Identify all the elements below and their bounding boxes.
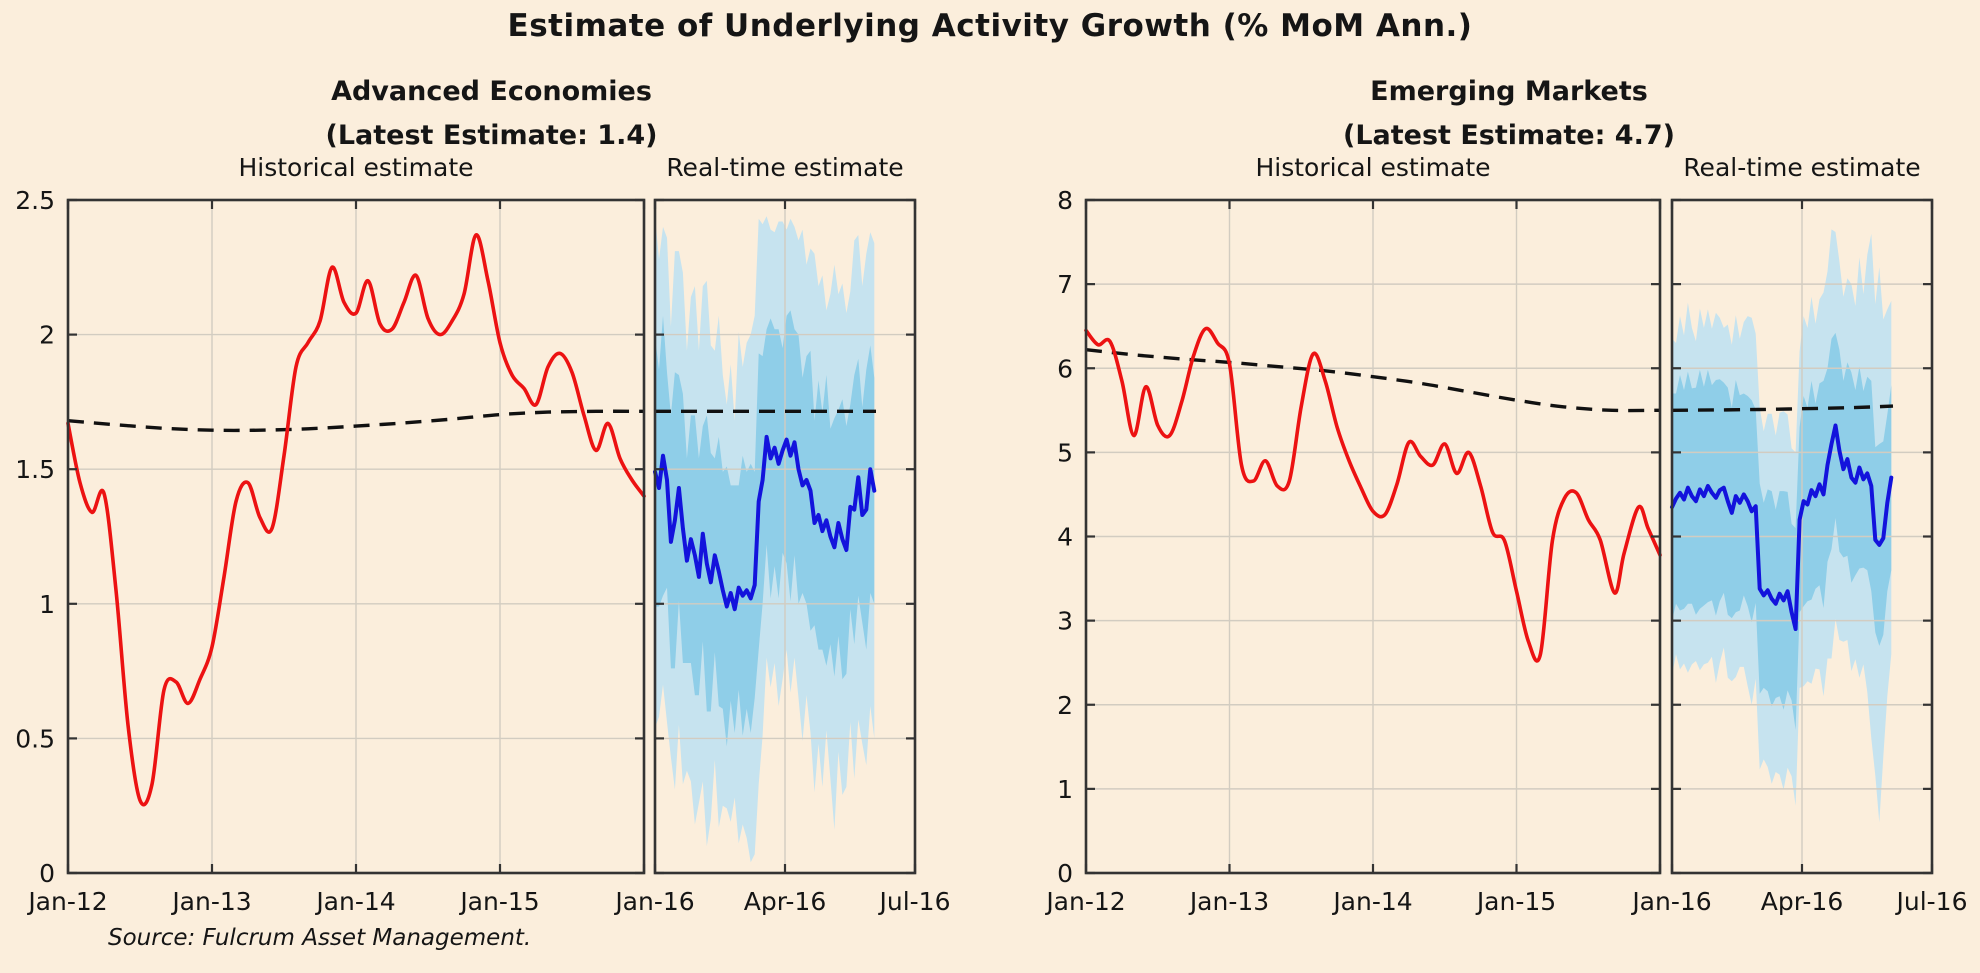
y-tick-label: 0.5 [15, 724, 55, 753]
x-tick-label: Jan-12 [1044, 887, 1125, 916]
historical-estimate-line [66, 233, 646, 807]
y-tick-label: 2.5 [15, 186, 55, 215]
y-tick-label: 6 [1057, 354, 1073, 383]
x-tick-label: Jul-16 [878, 887, 951, 916]
y-tick-label: 1 [1057, 775, 1073, 804]
x-tick-label: Jan-16 [613, 887, 694, 916]
x-tick-label: Jan-14 [1331, 887, 1412, 916]
realtime-estimate-line [653, 434, 877, 612]
panel-title-em-historical: Historical estimate [1255, 153, 1491, 182]
latest-estimate-emerging: (Latest Estimate: 4.7) [1343, 120, 1675, 151]
x-tick-label: Jan-13 [170, 887, 251, 916]
source-note: Source: Fulcrum Asset Management. [108, 925, 532, 951]
y-tick-label: 8 [1057, 186, 1073, 215]
x-tick-label: Jan-16 [1630, 887, 1711, 916]
x-tick-label: Apr-16 [744, 887, 826, 916]
panel-title-em-realtime: Real-time estimate [1683, 153, 1921, 182]
y-tick-label: 4 [1057, 523, 1073, 552]
x-tick-label: Jan-12 [26, 887, 107, 916]
panel-advanced-economies-historical: Jan-12 Jan-13 Jan-14 Jan-15 0 0.5 1 1.5 2 2.5 [15, 186, 646, 916]
x-tick-label: Jan-13 [1188, 887, 1269, 916]
y-tick-label: 7 [1057, 270, 1073, 299]
y-tick-label: 5 [1057, 438, 1073, 467]
y-tick-label: 0 [1057, 859, 1073, 888]
realtime-estimate-line [1670, 423, 1894, 631]
x-tick-label: Jan-14 [314, 887, 395, 916]
x-tick-label: Apr-16 [1761, 887, 1843, 916]
y-tick-label: 3 [1057, 607, 1073, 636]
latest-estimate-advanced: (Latest Estimate: 1.4) [325, 120, 658, 151]
subtitle-advanced-economies: Advanced Economies [331, 76, 652, 107]
y-tick-label: 2 [39, 321, 55, 350]
y-tick-label: 1 [39, 590, 55, 619]
historical-estimate-line [1084, 326, 1662, 663]
x-tick-label: Jan-15 [458, 887, 539, 916]
panel-title-ae-realtime: Real-time estimate [666, 153, 904, 182]
y-tick-label: 1.5 [15, 455, 55, 484]
panel-emerging-markets-realtime: Jan-16 Apr-16 Jul-16 [1630, 198, 1968, 916]
chart-title: Estimate of Underlying Activity Growth (… [507, 8, 1473, 44]
subtitle-emerging-markets: Emerging Markets [1370, 76, 1648, 107]
panel-advanced-economies-realtime: Jan-16 Apr-16 Jul-16 [613, 198, 951, 916]
inner-confidence-band [655, 310, 875, 747]
trend-dashed-line [1671, 404, 1894, 412]
trend-dashed-line [1085, 348, 1661, 413]
y-tick-label: 2 [1057, 691, 1073, 720]
trend-dashed-line [67, 409, 645, 433]
x-tick-label: Jul-16 [1895, 887, 1968, 916]
x-tick-label: Jan-15 [1475, 887, 1556, 916]
panel-title-ae-historical: Historical estimate [238, 153, 474, 182]
y-tick-label: 0 [39, 859, 55, 888]
panel-emerging-markets-historical: Jan-12 Jan-13 Jan-14 Jan-15 0 1 2 3 4 5 6 7 8 [1044, 186, 1662, 916]
